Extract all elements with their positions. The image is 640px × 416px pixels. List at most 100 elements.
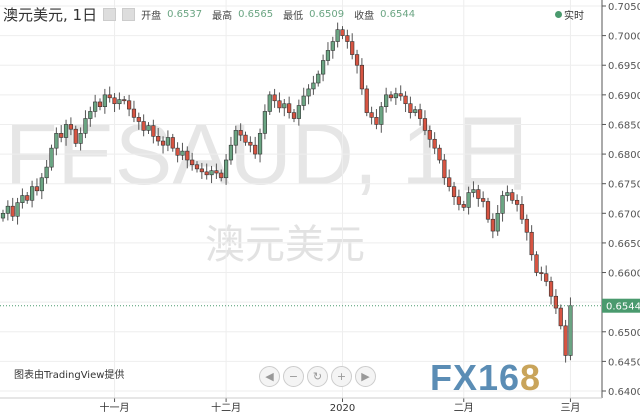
candle-body [476,189,481,199]
last-price-label: 0.6544 [606,302,640,313]
candle-body [311,82,316,90]
candle-body [214,170,219,174]
candle-body [20,195,25,203]
candle-body [544,273,549,282]
candle-body [563,325,568,356]
open-value: 0.6537 [167,9,203,20]
open-label: 开盘 [141,11,162,22]
candle-body [485,201,491,220]
candle-body [514,199,520,205]
candle-body [151,125,156,137]
candle-body [248,141,253,146]
candle-body [379,106,384,125]
candle-body [466,192,471,208]
candle-body [432,138,437,149]
y-tick-label: 0.6650 [608,239,640,250]
arrow-left-icon[interactable]: ◀ [259,366,280,387]
candle-body [461,204,466,208]
candle-body [97,101,103,107]
candle-body [500,195,505,214]
arrow-right-icon[interactable]: ▶ [355,366,376,387]
candle-body [529,231,534,256]
candle-body [233,130,238,146]
candle-body [175,147,180,156]
candle-body [374,117,379,125]
y-tick-label: 0.6850 [608,120,640,131]
candle-body [384,94,389,107]
candle-body [403,95,408,105]
candle-body [15,202,20,217]
candle-body [417,109,423,119]
reset-icon[interactable]: ↻ [307,366,328,387]
candle-body [180,150,185,156]
y-tick-label: 0.6750 [608,180,640,191]
candle-body [272,94,277,102]
candle-body [393,93,398,99]
candle-body [141,121,146,131]
high-label: 最高 [212,11,233,22]
candle-body [185,150,190,161]
x-tick-label: 二月 [454,402,474,414]
zoom-in-icon[interactable]: + [331,366,352,387]
y-tick-label: 0.6900 [608,91,640,102]
candle-body [481,198,486,202]
chart-header: 澳元美元, 1日 开盘 0.6537 最高 0.6565 最低 0.6509 收… [3,4,419,25]
candle-body [160,140,166,146]
candle-body [388,94,394,99]
candle-body [131,108,137,118]
candle-body [44,166,49,179]
candle-body [301,95,306,106]
candle-body [277,100,282,109]
candle-body [117,99,122,105]
candle-body [296,105,301,119]
x-tick-label: 十一月 [100,401,130,414]
candle-body [316,73,321,84]
candle-body [146,125,151,131]
live-label: 实时 [564,11,584,22]
candle-body [238,130,243,136]
candle-body [471,189,476,193]
candle-body [495,213,500,232]
candle-body [63,124,69,138]
candle-body [291,112,297,119]
candle-body [257,133,263,155]
y-tick-label: 0.7000 [608,32,640,43]
candle-body [10,205,15,217]
candle-body [262,111,268,134]
candle-body [224,159,229,179]
close-value: 0.6544 [380,9,416,20]
candle-body [340,29,345,36]
candle-body [39,177,44,192]
settings-icon[interactable] [103,8,117,21]
compare-icon[interactable] [122,8,136,21]
candle-body [408,103,413,113]
candle-body [510,192,515,201]
candle-body [170,137,175,149]
candle-body [442,159,447,179]
candle-body [325,50,331,61]
candle-body [422,118,428,131]
candle-body [413,109,418,113]
candle-body [553,295,558,309]
candle-body [267,94,272,112]
candle-body [199,168,204,173]
candle-body [102,94,107,107]
y-tick-label: 0.6950 [608,61,640,72]
candle-body [447,177,452,187]
candle-body [34,186,40,192]
tradingview-credit[interactable]: 图表由TradingView提供 [14,370,125,381]
y-tick-label: 0.6600 [608,269,640,280]
symbol-title: 澳元美元, 1日 [3,6,98,24]
candle-body [29,186,35,201]
candle-body [59,133,64,138]
candle-body [165,137,171,146]
candle-body [88,111,93,119]
candle-body [112,97,117,105]
low-value: 0.6509 [309,9,345,20]
watermark-name: 澳元美元 [205,222,365,268]
zoom-out-icon[interactable]: − [283,366,304,387]
chart-nav: ◀ − ↻ + ▶ [259,366,376,387]
candle-body [306,88,311,97]
y-tick-label: 0.7050 [608,2,640,13]
